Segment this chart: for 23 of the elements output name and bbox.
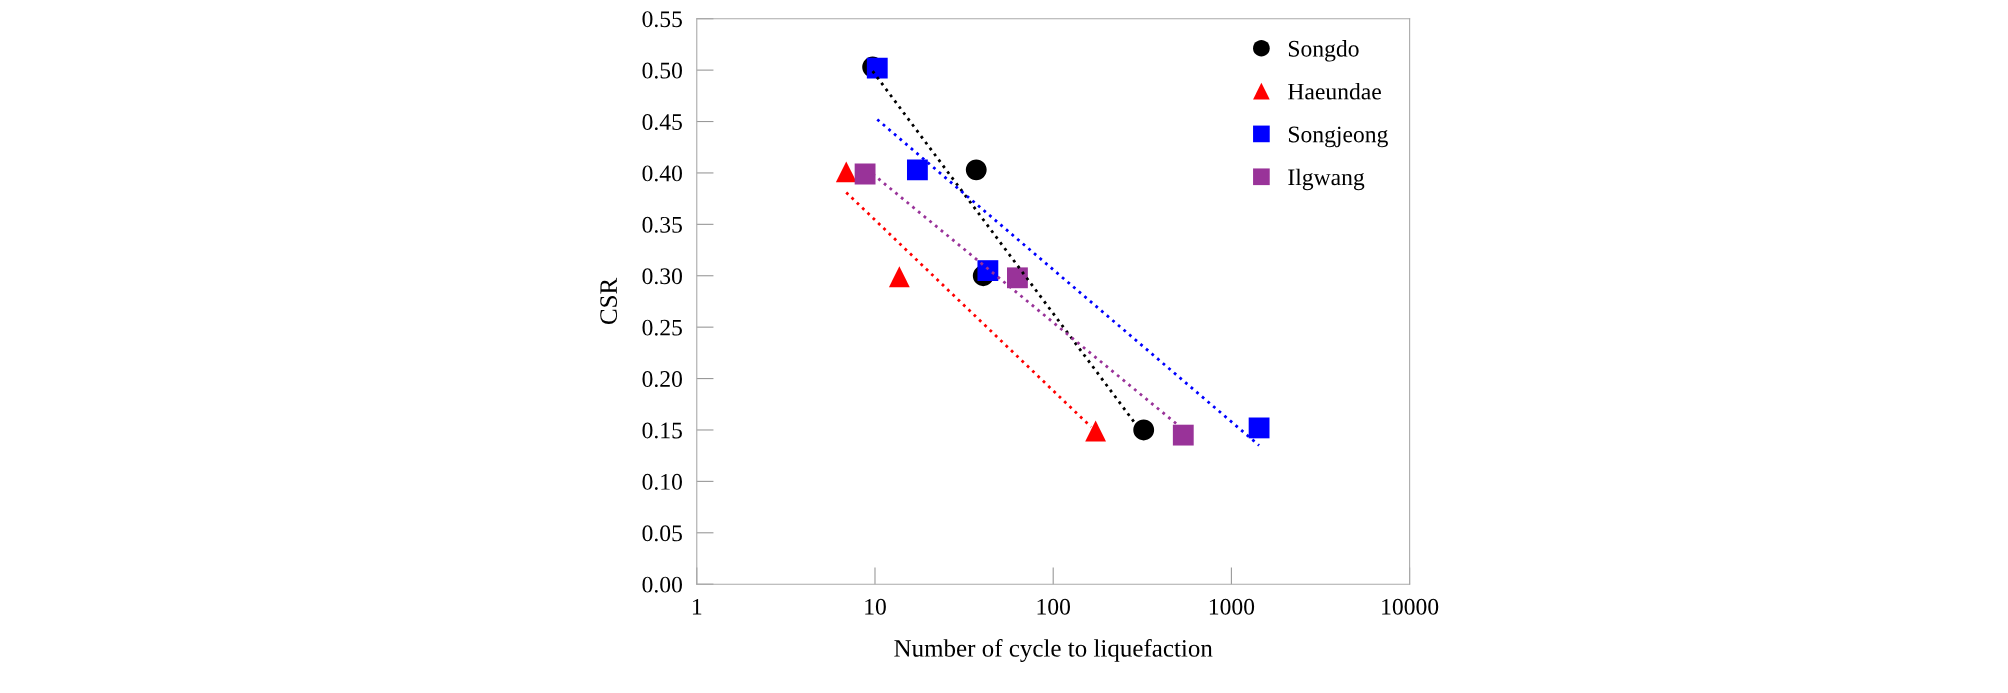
x-tick-label: 1 (692, 598, 702, 615)
x-tick-label: 10 (865, 598, 886, 615)
legend-label: Ilgwang (1288, 168, 1365, 191)
y-tick-label: 0.30 (642, 268, 682, 285)
y-tick-label: 0.40 (642, 165, 682, 182)
legend-label: Songjeong (1288, 126, 1388, 148)
legend-label: Songdo (1288, 40, 1359, 62)
y-axis-title: CSR (600, 277, 618, 325)
y-tick-label: 0.50 (642, 62, 682, 79)
x-axis-title: Number of cycle to liquefaction (894, 638, 1213, 662)
y-tick-label: 0.35 (642, 216, 682, 233)
y-tick-label: 0.25 (642, 319, 682, 336)
y-tick-label: 0.45 (642, 114, 682, 131)
y-tick-label: 0.20 (642, 371, 682, 388)
y-tick-label: 0.10 (642, 473, 682, 490)
x-tick-label: 1000 (1209, 598, 1255, 615)
y-tick-label: 0.15 (642, 422, 682, 439)
x-tick-label: 10000 (1382, 598, 1439, 615)
y-tick-label: 0.05 (642, 525, 682, 542)
legend-label: Haeundae (1288, 82, 1381, 100)
y-tick-label: 0.00 (642, 576, 682, 593)
y-tick-label: 0.55 (642, 11, 682, 28)
x-tick-label: 100 (1037, 598, 1070, 615)
